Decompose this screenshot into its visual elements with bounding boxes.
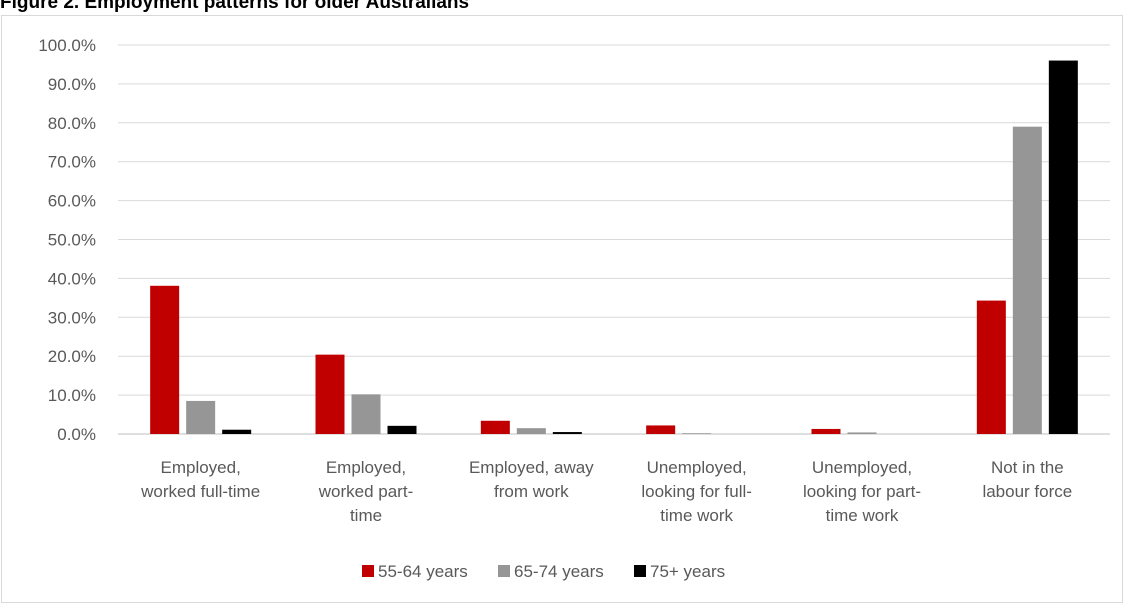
bar bbox=[315, 354, 345, 434]
bar bbox=[186, 400, 216, 434]
figure-title: Figure 2. Employment patterns for older … bbox=[0, 0, 470, 13]
bar bbox=[387, 425, 417, 434]
bar bbox=[847, 432, 877, 434]
y-tick-label: 40.0% bbox=[48, 269, 96, 288]
bar bbox=[552, 432, 582, 434]
y-axis-ticks: 0.0% 10.0% 20.0% 30.0% 40.0% 50.0% 60.0% 70.0% 8… bbox=[38, 36, 96, 444]
legend-swatch bbox=[362, 565, 374, 577]
bar bbox=[646, 425, 676, 434]
x-category-label: Not in the labour force bbox=[982, 458, 1072, 501]
y-tick-label: 80.0% bbox=[48, 114, 96, 133]
legend-swatch bbox=[498, 565, 510, 577]
gridlines bbox=[118, 44, 1110, 435]
bar bbox=[811, 428, 841, 434]
legend-swatch bbox=[634, 565, 646, 577]
bar bbox=[351, 394, 381, 434]
y-tick-label: 70.0% bbox=[48, 153, 96, 172]
bar bbox=[222, 429, 252, 434]
x-category-label: Unemployed, looking for full-time work bbox=[641, 458, 752, 525]
legend: 55-64 years 65-74 years 75+ years bbox=[362, 562, 725, 581]
chart-area bbox=[1, 15, 1123, 603]
bar bbox=[682, 433, 712, 434]
y-tick-label: 20.0% bbox=[48, 347, 96, 366]
y-tick-label: 10.0% bbox=[48, 386, 96, 405]
bars bbox=[150, 60, 1078, 435]
y-tick-label: 0.0% bbox=[57, 425, 96, 444]
x-category-label: Employed, worked full-time bbox=[140, 458, 260, 501]
bar bbox=[480, 420, 510, 434]
x-category-label: Employed, away from work bbox=[469, 458, 594, 501]
bar bbox=[1012, 126, 1042, 434]
y-tick-label: 60.0% bbox=[48, 192, 96, 211]
legend-label: 65-74 years bbox=[514, 562, 604, 581]
x-category-label: Employed, worked part-time bbox=[318, 458, 413, 525]
bar bbox=[1048, 60, 1078, 435]
y-tick-label: 50.0% bbox=[48, 231, 96, 250]
x-category-label: Unemployed, looking for part-time work bbox=[803, 458, 921, 525]
bar bbox=[976, 300, 1006, 434]
legend-label: 55-64 years bbox=[378, 562, 468, 581]
y-tick-label: 90.0% bbox=[48, 75, 96, 94]
legend-label: 75+ years bbox=[650, 562, 725, 581]
bar bbox=[150, 285, 180, 434]
bar bbox=[516, 428, 546, 434]
y-tick-label: 30.0% bbox=[48, 308, 96, 327]
x-axis-labels: Employed, worked full-time Employed, worked… bbox=[140, 458, 1072, 525]
y-tick-label: 100.0% bbox=[38, 36, 96, 55]
